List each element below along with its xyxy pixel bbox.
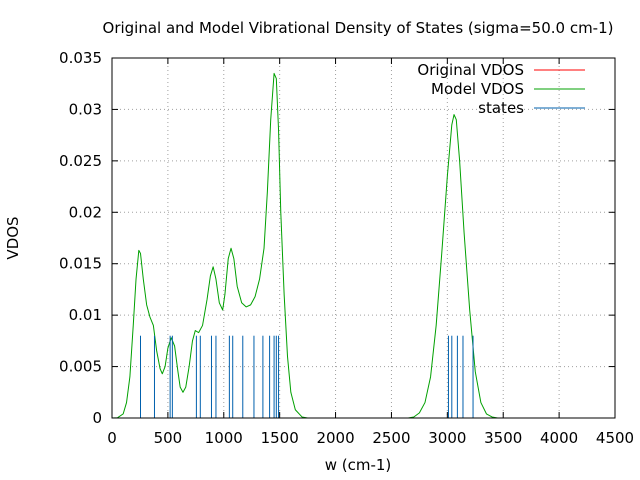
x-tick-label: 3000: [428, 429, 466, 447]
chart-title: Original and Model Vibrational Density o…: [103, 19, 614, 37]
y-tick-label: 0.035: [59, 49, 102, 67]
x-tick-label: 1500: [261, 429, 299, 447]
legend-label-model-vdos: Model VDOS: [431, 80, 524, 98]
y-tick-label: 0.005: [59, 358, 102, 376]
x-tick-label: 1000: [205, 429, 243, 447]
grid: [112, 58, 615, 418]
x-tick-label: 2500: [372, 429, 410, 447]
y-tick-label: 0: [92, 409, 102, 427]
x-axis-label: w (cm-1): [325, 456, 392, 474]
x-tick-label: 4000: [540, 429, 578, 447]
model-vdos-line: [111, 72, 615, 419]
x-tick-label: 4500: [596, 429, 634, 447]
x-tick-label: 2000: [316, 429, 354, 447]
plot-frame: [111, 57, 616, 419]
legend-label-states: states: [478, 99, 524, 117]
x-tick-label: 0: [107, 429, 117, 447]
plot-area: [111, 72, 615, 419]
legend-label-original-vdos: Original VDOS: [417, 61, 524, 79]
axis-ticks: 0 500 1000 1500 2000 2500 3000 3500 4000 4500 0 0.0…: [59, 49, 634, 447]
x-tick-label: 3500: [484, 429, 522, 447]
y-tick-label: 0.015: [59, 255, 102, 273]
legend: Original VDOS Model VDOS states: [417, 61, 585, 117]
y-tick-label: 0.03: [69, 100, 102, 118]
x-tick-label: 500: [154, 429, 183, 447]
y-tick-label: 0.02: [69, 203, 102, 221]
y-axis-label: VDOS: [4, 216, 22, 259]
y-tick-label: 0.025: [59, 152, 102, 170]
y-tick-label: 0.01: [69, 306, 102, 324]
